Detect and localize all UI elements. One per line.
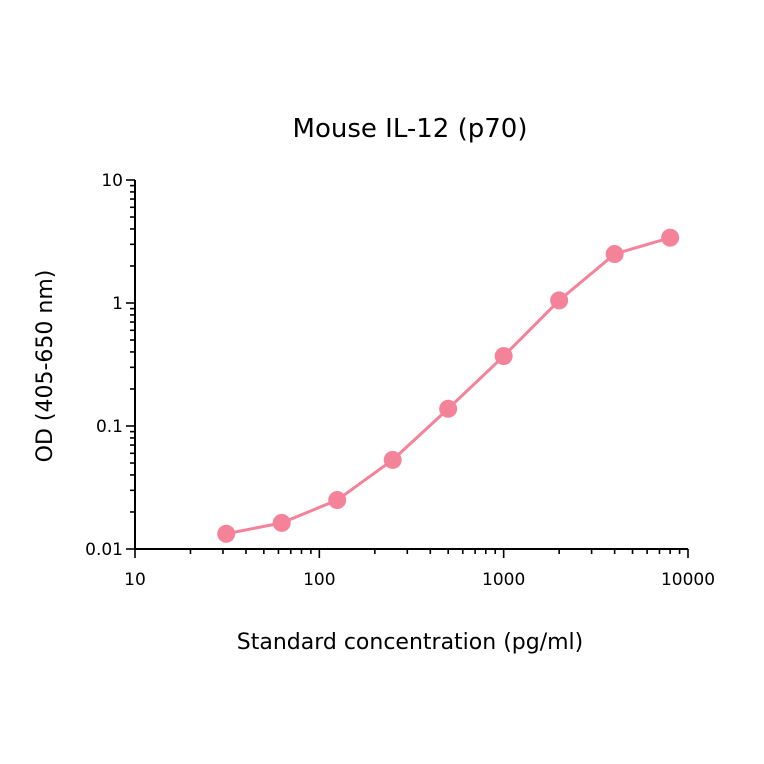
chart-title: Mouse IL-12 (p70): [293, 114, 528, 144]
data-point: [661, 228, 680, 247]
data-point: [328, 491, 347, 510]
tick-labels: 10 100 1000 10000 0.01 0.1 1 10: [85, 171, 715, 590]
data-point: [217, 524, 236, 543]
x-tick-label: 10: [124, 570, 146, 590]
data-point: [605, 245, 624, 264]
y-tick-label: 0.1: [96, 417, 123, 437]
data-point: [494, 347, 513, 366]
ticks: [126, 179, 689, 558]
data-point: [272, 513, 291, 532]
x-tick-label: 10000: [661, 570, 715, 590]
data-point: [550, 291, 569, 310]
x-axis-label: Standard concentration (pg/ml): [237, 630, 584, 655]
y-axis-label: OD (405-650 nm): [33, 270, 58, 463]
series-layer: [217, 228, 680, 543]
x-tick-label: 1000: [482, 570, 525, 590]
x-tick-label: 100: [303, 570, 335, 590]
y-tick-label: 0.01: [85, 540, 123, 560]
series-line: [225, 236, 671, 536]
y-tick-label: 1: [112, 294, 123, 314]
axes: [134, 180, 688, 550]
data-point: [383, 450, 402, 469]
data-point: [439, 399, 458, 418]
y-tick-label: 10: [101, 171, 123, 191]
